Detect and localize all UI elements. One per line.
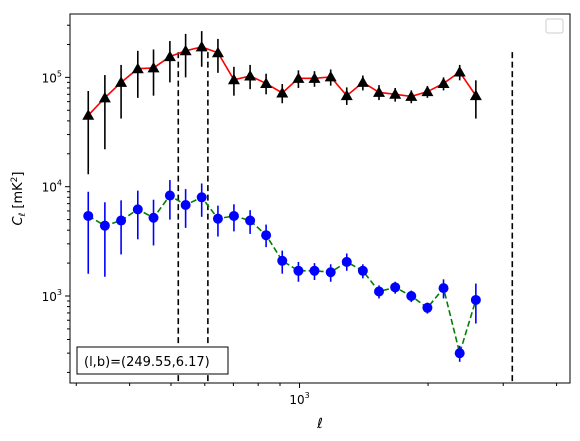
data-point-triangle	[292, 72, 305, 83]
data-point-circle	[245, 215, 256, 226]
data-point-circle	[454, 348, 465, 359]
data-point-triangle	[211, 46, 224, 58]
series-1-line	[87, 194, 477, 357]
y-label-subscript: ℓ	[18, 213, 28, 218]
y-axis-label: Cℓ [mK2]	[10, 171, 28, 225]
y-tick-label: 104	[42, 179, 62, 195]
data-point-circle	[325, 267, 336, 278]
data-point-circle	[261, 230, 272, 241]
data-point-triangle	[421, 85, 434, 97]
data-point-triangle	[115, 76, 128, 87]
data-point-circle	[341, 256, 352, 267]
data-point-triangle	[405, 90, 418, 101]
data-point-circle	[180, 199, 191, 210]
data-point-triangle	[131, 62, 144, 74]
data-point-circle	[132, 204, 143, 215]
data-point-circle	[277, 255, 288, 266]
annotation-frame	[76, 346, 229, 375]
data-point-circle	[422, 302, 433, 313]
data-point-circle	[212, 213, 223, 224]
data-point-triangle	[324, 70, 337, 82]
y-label-unit-exponent: 2	[10, 177, 20, 183]
data-point-circle	[148, 212, 159, 223]
data-point-triangle	[308, 72, 321, 83]
annotation-box: (l,b)=(249.55,6.17)	[76, 346, 229, 375]
y-tick-exponent: 3	[57, 288, 62, 297]
x-axis-label: ℓ	[316, 416, 323, 432]
data-point-circle	[357, 265, 368, 276]
data-point-triangle	[372, 86, 385, 97]
y-label-symbol: C	[11, 216, 26, 226]
data-point-circle	[390, 282, 401, 293]
data-point-circle	[83, 210, 94, 221]
data-point-triangle	[244, 69, 257, 81]
x-tick-base: 10	[289, 393, 304, 407]
y-tick-base: 10	[42, 290, 57, 304]
annotation-text: (l,b)=(249.55,6.17)	[84, 355, 210, 370]
y-tick-exponent: 5	[57, 69, 62, 78]
data-point-circle	[116, 215, 127, 226]
data-point-triangle	[389, 88, 402, 99]
data-point-triangle	[469, 89, 482, 101]
data-point-circle	[293, 265, 304, 276]
legend-box	[545, 18, 564, 34]
axes-frame	[69, 13, 571, 384]
data-point-circle	[438, 283, 449, 294]
y-tick-base: 10	[42, 71, 57, 85]
series-0-line	[87, 46, 477, 116]
data-point-circle	[164, 190, 175, 201]
y-tick-label: 105	[42, 69, 62, 85]
data-point-triangle	[340, 89, 353, 101]
data-point-triangle	[147, 61, 160, 73]
data-point-circle	[470, 294, 481, 305]
data-point-triangle	[260, 77, 273, 88]
data-point-circle	[99, 220, 110, 231]
x-tick-exponent: 3	[305, 391, 310, 400]
data-point-triangle	[437, 77, 450, 88]
y-label-unit-close: ]	[11, 171, 26, 176]
data-point-circle	[373, 286, 384, 297]
y-tick-exponent: 4	[57, 179, 62, 188]
y-tick-base: 10	[42, 181, 57, 195]
data-point-triangle	[453, 65, 466, 77]
data-point-triangle	[163, 50, 176, 62]
y-label-unit: [mK	[11, 182, 26, 213]
data-point-triangle	[276, 86, 289, 98]
data-point-triangle	[179, 44, 192, 56]
x-tick-label: 103	[289, 391, 309, 407]
data-point-triangle	[195, 40, 208, 52]
data-point-circle	[228, 210, 239, 221]
data-point-circle	[196, 192, 207, 203]
data-point-triangle	[227, 73, 240, 85]
data-point-triangle	[356, 76, 369, 87]
plot-layer	[82, 31, 514, 383]
data-point-triangle	[98, 91, 111, 103]
y-tick-label: 103	[42, 288, 62, 304]
data-point-circle	[406, 291, 417, 302]
data-point-circle	[309, 265, 320, 276]
data-point-triangle	[82, 109, 95, 120]
